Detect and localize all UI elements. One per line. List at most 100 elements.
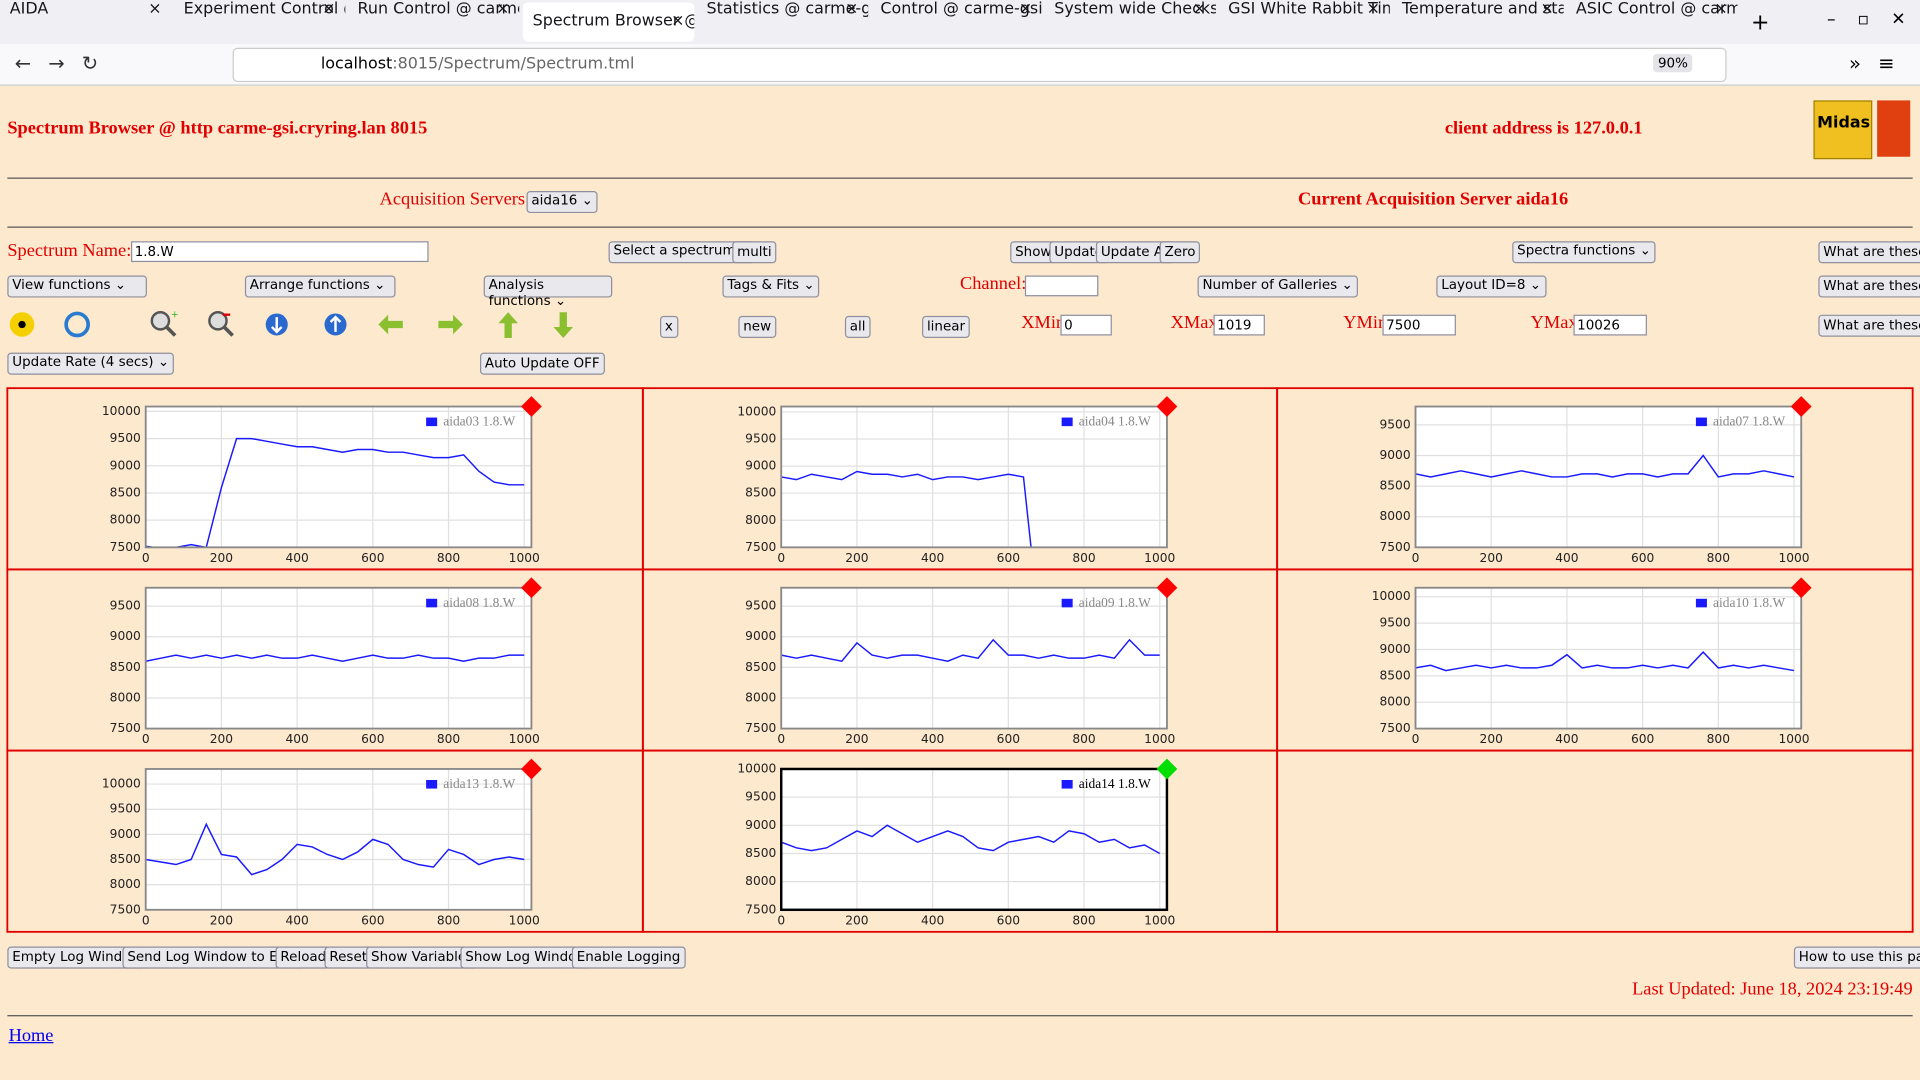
grid-cell [641,387,1279,571]
select-text: Select a spectrum [613,242,736,259]
analysis-functions[interactable]: Analysis functions ⌄ [483,275,613,309]
icon[interactable] [498,312,518,338]
button[interactable]: multi [732,241,777,264]
button[interactable]: Enable Logging [571,946,686,969]
x-tick-label: 0 [777,551,785,565]
icon[interactable] [553,312,574,338]
button[interactable]: Reload [275,946,332,969]
tab[interactable]: System wide Checks (× [1044,0,1216,44]
update-rate[interactable]: Update Rate (4 secs) ⌄ [7,352,175,375]
plot-area [145,587,532,729]
select-text: View functions [12,276,111,293]
button[interactable]: How to use this page [1793,946,1920,969]
x-tick-label: 1000 [509,913,540,927]
ymin-input[interactable] [1382,314,1456,336]
button[interactable]: Show Variables [366,946,479,969]
galleries[interactable]: Number of Galleries ⌄ [1197,275,1358,298]
tab[interactable]: GSI White Rabbit Tim × [1218,0,1390,44]
select-spectrum[interactable]: Select a spectrum ⌄ [608,241,757,264]
select-text: Update Rate (4 secs) [12,353,154,370]
icon[interactable] [438,314,463,335]
select-text: Number of Galleries [1202,276,1338,293]
xmin-input[interactable] [1060,314,1112,336]
button[interactable]: x [660,315,678,338]
spectrum-name-input[interactable] [131,241,429,263]
plot-frame [1414,586,1803,730]
arrange-functions[interactable]: Arrange functions ⌄ [244,275,396,298]
button[interactable]: Show [1010,241,1057,264]
status-marker [1790,396,1812,417]
y-tick-label: 9500 [110,431,141,445]
icon[interactable] [64,311,91,338]
y-tick-label: 9000 [745,629,776,643]
menu[interactable]: »≡ [1848,51,1912,75]
button[interactable]: new [738,315,777,338]
plot-frame [144,768,533,911]
view-functions[interactable]: View functions ⌄ [7,275,147,298]
y-tick-label: 8500 [745,486,776,500]
spectrum-line [145,654,525,662]
nav-buttons[interactable]: ←→↻ [14,51,116,75]
tab-title: Spectrum Browser @ [532,12,695,31]
y-tick-label: 7500 [110,540,141,554]
button[interactable]: What are these? [1818,275,1920,298]
spectrum-chart: 7500 8000 8500 9000 9500 0 200 400 600 800 1000 aid… [745,577,1178,746]
icon[interactable] [9,312,35,337]
channel-input[interactable] [1024,275,1099,297]
button[interactable]: Reset [324,946,372,969]
legend-swatch [1695,598,1707,608]
button[interactable]: Update [1049,241,1108,264]
window-controls[interactable]: –▫✕ [1826,9,1920,30]
icon[interactable] [378,314,403,335]
y-tick-label: 9000 [110,629,141,643]
spectrum-chart: 7500 8000 8500 9000 9500 10000 0 200 400 600 800 10… [737,758,1178,927]
plot-area [145,768,532,910]
zoom[interactable]: 90% [1653,53,1693,73]
x-tick-label: 600 [361,551,384,565]
select-text: Tags & Fits [727,276,800,293]
tags-fits[interactable]: Tags & Fits ⌄ [722,275,820,298]
icon[interactable] [265,313,288,336]
layout[interactable]: Layout ID=8 ⌄ [1436,275,1546,298]
button[interactable]: What are these? [1818,241,1920,264]
icon[interactable] [324,313,347,336]
active-tab[interactable]: Spectrum Browser @ × [522,2,695,42]
y-tick-label: 8500 [110,852,141,866]
spectrum-chart: 7500 8000 8500 9000 9500 10000 0 200 400 600 800 10… [102,396,542,565]
home-link[interactable]: Home [8,1026,54,1046]
button[interactable]: all [844,315,871,338]
acq-select[interactable]: aida16 ⌄ [526,191,598,214]
y-tick-label: 9500 [1379,417,1410,431]
button[interactable]: Zero [1159,241,1201,264]
button[interactable]: What are these? [1818,314,1920,337]
plot-area [781,587,1167,729]
x-tick-label: 0 [1412,732,1420,746]
y-tick-label: 8000 [110,513,141,527]
icon[interactable] [208,311,234,337]
url-bar[interactable] [232,47,1727,83]
button[interactable]: linear [922,315,970,338]
spectra-functions[interactable]: Spectra functions ⌄ [1512,241,1656,264]
xmax-input[interactable] [1213,314,1265,336]
plot-area [781,406,1167,548]
legend-label: aida14 1.8.W [1079,776,1151,791]
tab[interactable]: Temperature and stat × [1392,0,1564,44]
legend-label: aida03 1.8.W [443,414,515,429]
tab[interactable]: Run Control @ carme × [348,0,520,44]
x-tick-label: 1000 [1144,913,1175,927]
tab[interactable]: Experiment Control @ × [174,0,346,44]
icon[interactable]: + [150,309,179,337]
tab[interactable]: Statistics @ carme-g × [697,0,869,44]
x-tick-label: 0 [142,913,150,927]
ymax-input[interactable] [1573,314,1647,336]
x-tick-label: 400 [921,732,944,746]
button[interactable]: Auto Update OFF [480,352,605,375]
new-tab[interactable]: + [1751,9,1770,36]
grid-cell [6,387,644,571]
y-tick-label: 8000 [110,690,141,704]
button[interactable]: Update All [1095,241,1176,264]
tab[interactable]: ASIC Control @ carm × [1566,0,1738,44]
legend-label: aida10 1.8.W [1713,595,1785,610]
tab[interactable]: Control @ carme-gsi × [880,0,1043,19]
tab[interactable]: AIDA × [9,0,162,19]
